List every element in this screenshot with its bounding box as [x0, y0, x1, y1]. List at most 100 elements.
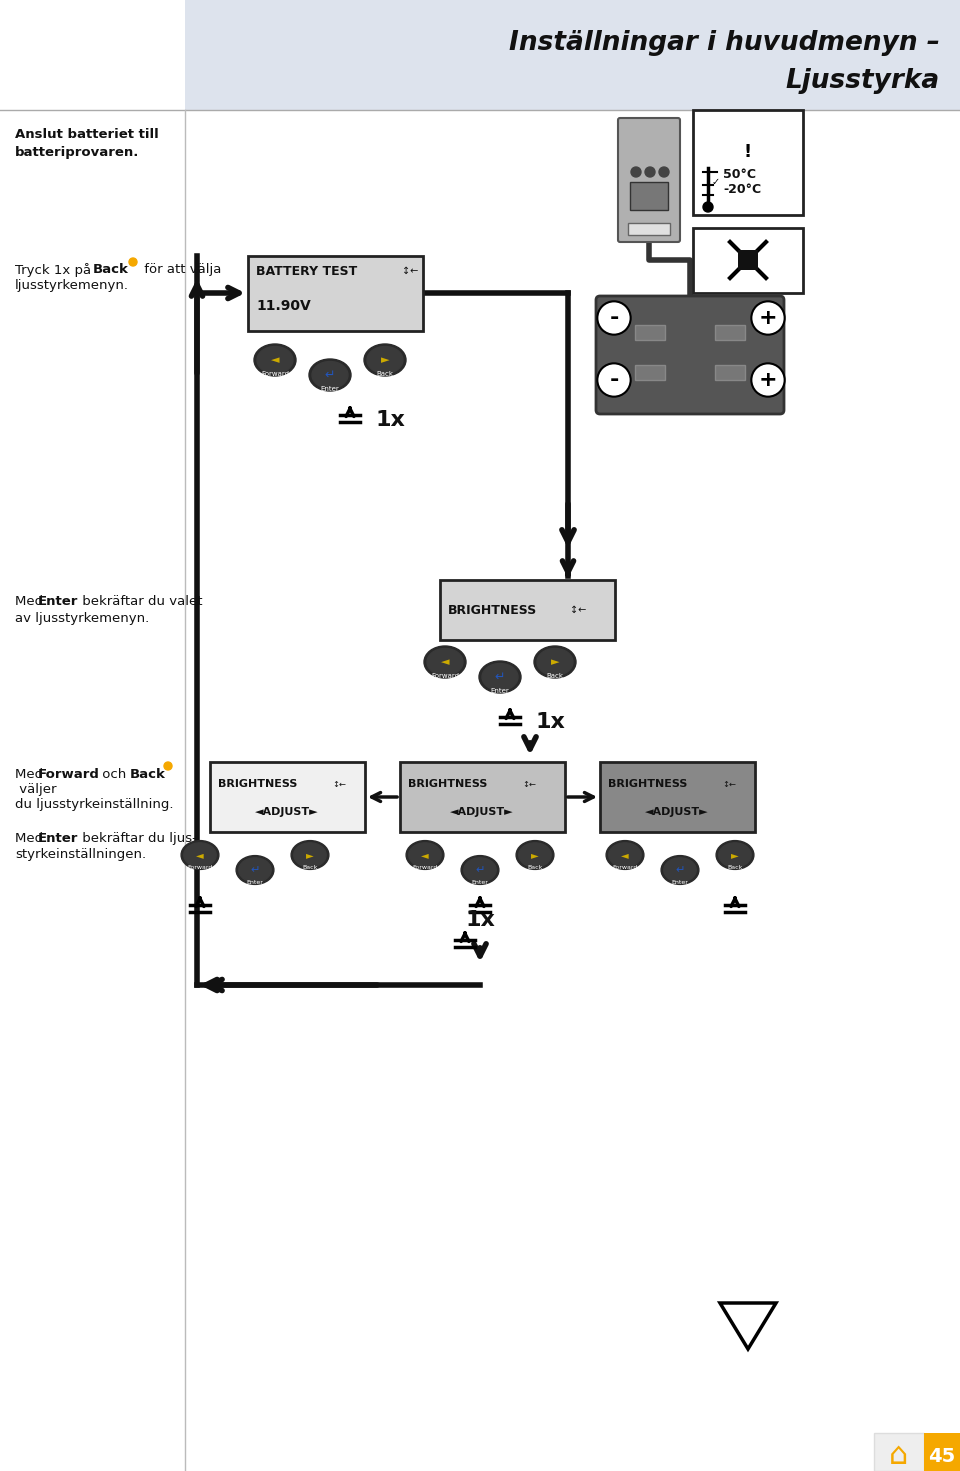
Text: ►: ► — [531, 850, 539, 861]
Circle shape — [631, 168, 641, 177]
Bar — [248, 256, 423, 331]
Ellipse shape — [719, 843, 752, 866]
Text: +: + — [758, 307, 778, 328]
Text: Back: Back — [376, 371, 394, 377]
Text: BRIGHTNESS: BRIGHTNESS — [218, 780, 298, 788]
Text: Ljusstyrka: Ljusstyrka — [786, 68, 940, 94]
Circle shape — [164, 762, 172, 769]
Ellipse shape — [716, 840, 754, 869]
Bar — [400, 762, 565, 833]
Ellipse shape — [424, 646, 466, 678]
Text: och: och — [98, 768, 131, 781]
Bar — [715, 365, 745, 380]
Circle shape — [659, 168, 669, 177]
Text: ◄: ◄ — [271, 355, 279, 365]
Text: Forward: Forward — [261, 371, 289, 377]
Bar — [210, 762, 365, 833]
Text: Back: Back — [728, 865, 743, 871]
Text: batteriprovaren.: batteriprovaren. — [15, 146, 139, 159]
Text: Enter: Enter — [38, 594, 79, 608]
Text: Med: Med — [15, 833, 47, 844]
Text: ⌂: ⌂ — [889, 1442, 909, 1471]
Text: styrkeinställningen.: styrkeinställningen. — [15, 847, 146, 861]
Text: ◄ADJUST►: ◄ADJUST► — [645, 808, 708, 816]
Text: 50°C: 50°C — [723, 168, 756, 181]
Ellipse shape — [409, 843, 442, 866]
Text: BATTERY TEST: BATTERY TEST — [256, 265, 357, 278]
Text: ◄: ◄ — [196, 850, 204, 861]
Text: !: ! — [744, 143, 752, 160]
Polygon shape — [720, 1303, 776, 1349]
Text: Back: Back — [130, 768, 166, 781]
Bar — [738, 250, 758, 271]
Text: 45: 45 — [928, 1446, 955, 1465]
Text: Forward: Forward — [431, 674, 459, 680]
Text: Enter: Enter — [672, 880, 688, 886]
Text: ↵: ↵ — [675, 865, 684, 875]
Text: ◄ADJUST►: ◄ADJUST► — [255, 808, 319, 816]
Bar — [693, 110, 803, 215]
Text: Forward: Forward — [412, 865, 438, 871]
Text: Back: Back — [527, 865, 542, 871]
Text: Forward: Forward — [612, 865, 637, 871]
Ellipse shape — [534, 646, 576, 678]
Ellipse shape — [312, 362, 348, 388]
Ellipse shape — [236, 856, 274, 884]
Text: 1x: 1x — [465, 911, 495, 930]
Text: +: + — [758, 371, 778, 390]
Circle shape — [645, 168, 655, 177]
Ellipse shape — [516, 840, 554, 869]
Bar — [630, 182, 668, 210]
Text: Med: Med — [15, 768, 47, 781]
Text: Forward: Forward — [38, 768, 100, 781]
Bar — [628, 224, 670, 235]
Text: ◄: ◄ — [441, 658, 449, 666]
Text: Enter: Enter — [247, 880, 263, 886]
Text: ►: ► — [381, 355, 389, 365]
Ellipse shape — [606, 840, 644, 869]
Text: ↵: ↵ — [324, 369, 335, 381]
Ellipse shape — [537, 649, 573, 675]
Text: Med: Med — [15, 594, 47, 608]
Ellipse shape — [427, 649, 463, 675]
Text: ↕←: ↕← — [402, 266, 419, 277]
Bar — [693, 228, 803, 293]
Ellipse shape — [479, 660, 521, 693]
Bar — [600, 762, 755, 833]
Text: ↕←: ↕← — [522, 780, 536, 788]
Ellipse shape — [257, 347, 293, 374]
Text: ►: ► — [732, 850, 739, 861]
Text: Tryck 1x på: Tryck 1x på — [15, 263, 95, 277]
Bar — [874, 1433, 924, 1471]
Text: av ljusstyrkemenyn.: av ljusstyrkemenyn. — [15, 612, 149, 625]
Text: ↵: ↵ — [475, 865, 485, 875]
Text: Back: Back — [302, 865, 318, 871]
Ellipse shape — [518, 843, 551, 866]
Ellipse shape — [294, 843, 326, 866]
Ellipse shape — [461, 856, 499, 884]
Ellipse shape — [181, 840, 219, 869]
Circle shape — [703, 202, 713, 212]
Ellipse shape — [464, 858, 496, 883]
Text: ljusstyrkemenyn.: ljusstyrkemenyn. — [15, 279, 129, 293]
Text: ↕←: ↕← — [332, 780, 346, 788]
FancyBboxPatch shape — [618, 118, 680, 243]
Bar — [635, 325, 665, 340]
Text: Enter: Enter — [491, 688, 510, 694]
Text: Forward: Forward — [187, 865, 213, 871]
Ellipse shape — [406, 840, 444, 869]
FancyBboxPatch shape — [596, 296, 784, 413]
Text: Back: Back — [93, 263, 129, 277]
Text: ✓: ✓ — [712, 177, 720, 187]
Text: ◄: ◄ — [621, 850, 629, 861]
Bar — [924, 1433, 960, 1471]
Text: bekräftar du valet: bekräftar du valet — [78, 594, 203, 608]
Text: Enter: Enter — [38, 833, 79, 844]
Bar — [635, 365, 665, 380]
Text: BRIGHTNESS: BRIGHTNESS — [608, 780, 687, 788]
Text: 1x: 1x — [535, 712, 564, 733]
Text: för att välja: för att välja — [140, 263, 222, 277]
Text: bekräftar du ljus-: bekräftar du ljus- — [78, 833, 197, 844]
Text: BRIGHTNESS: BRIGHTNESS — [408, 780, 488, 788]
Text: 1x: 1x — [375, 410, 405, 430]
